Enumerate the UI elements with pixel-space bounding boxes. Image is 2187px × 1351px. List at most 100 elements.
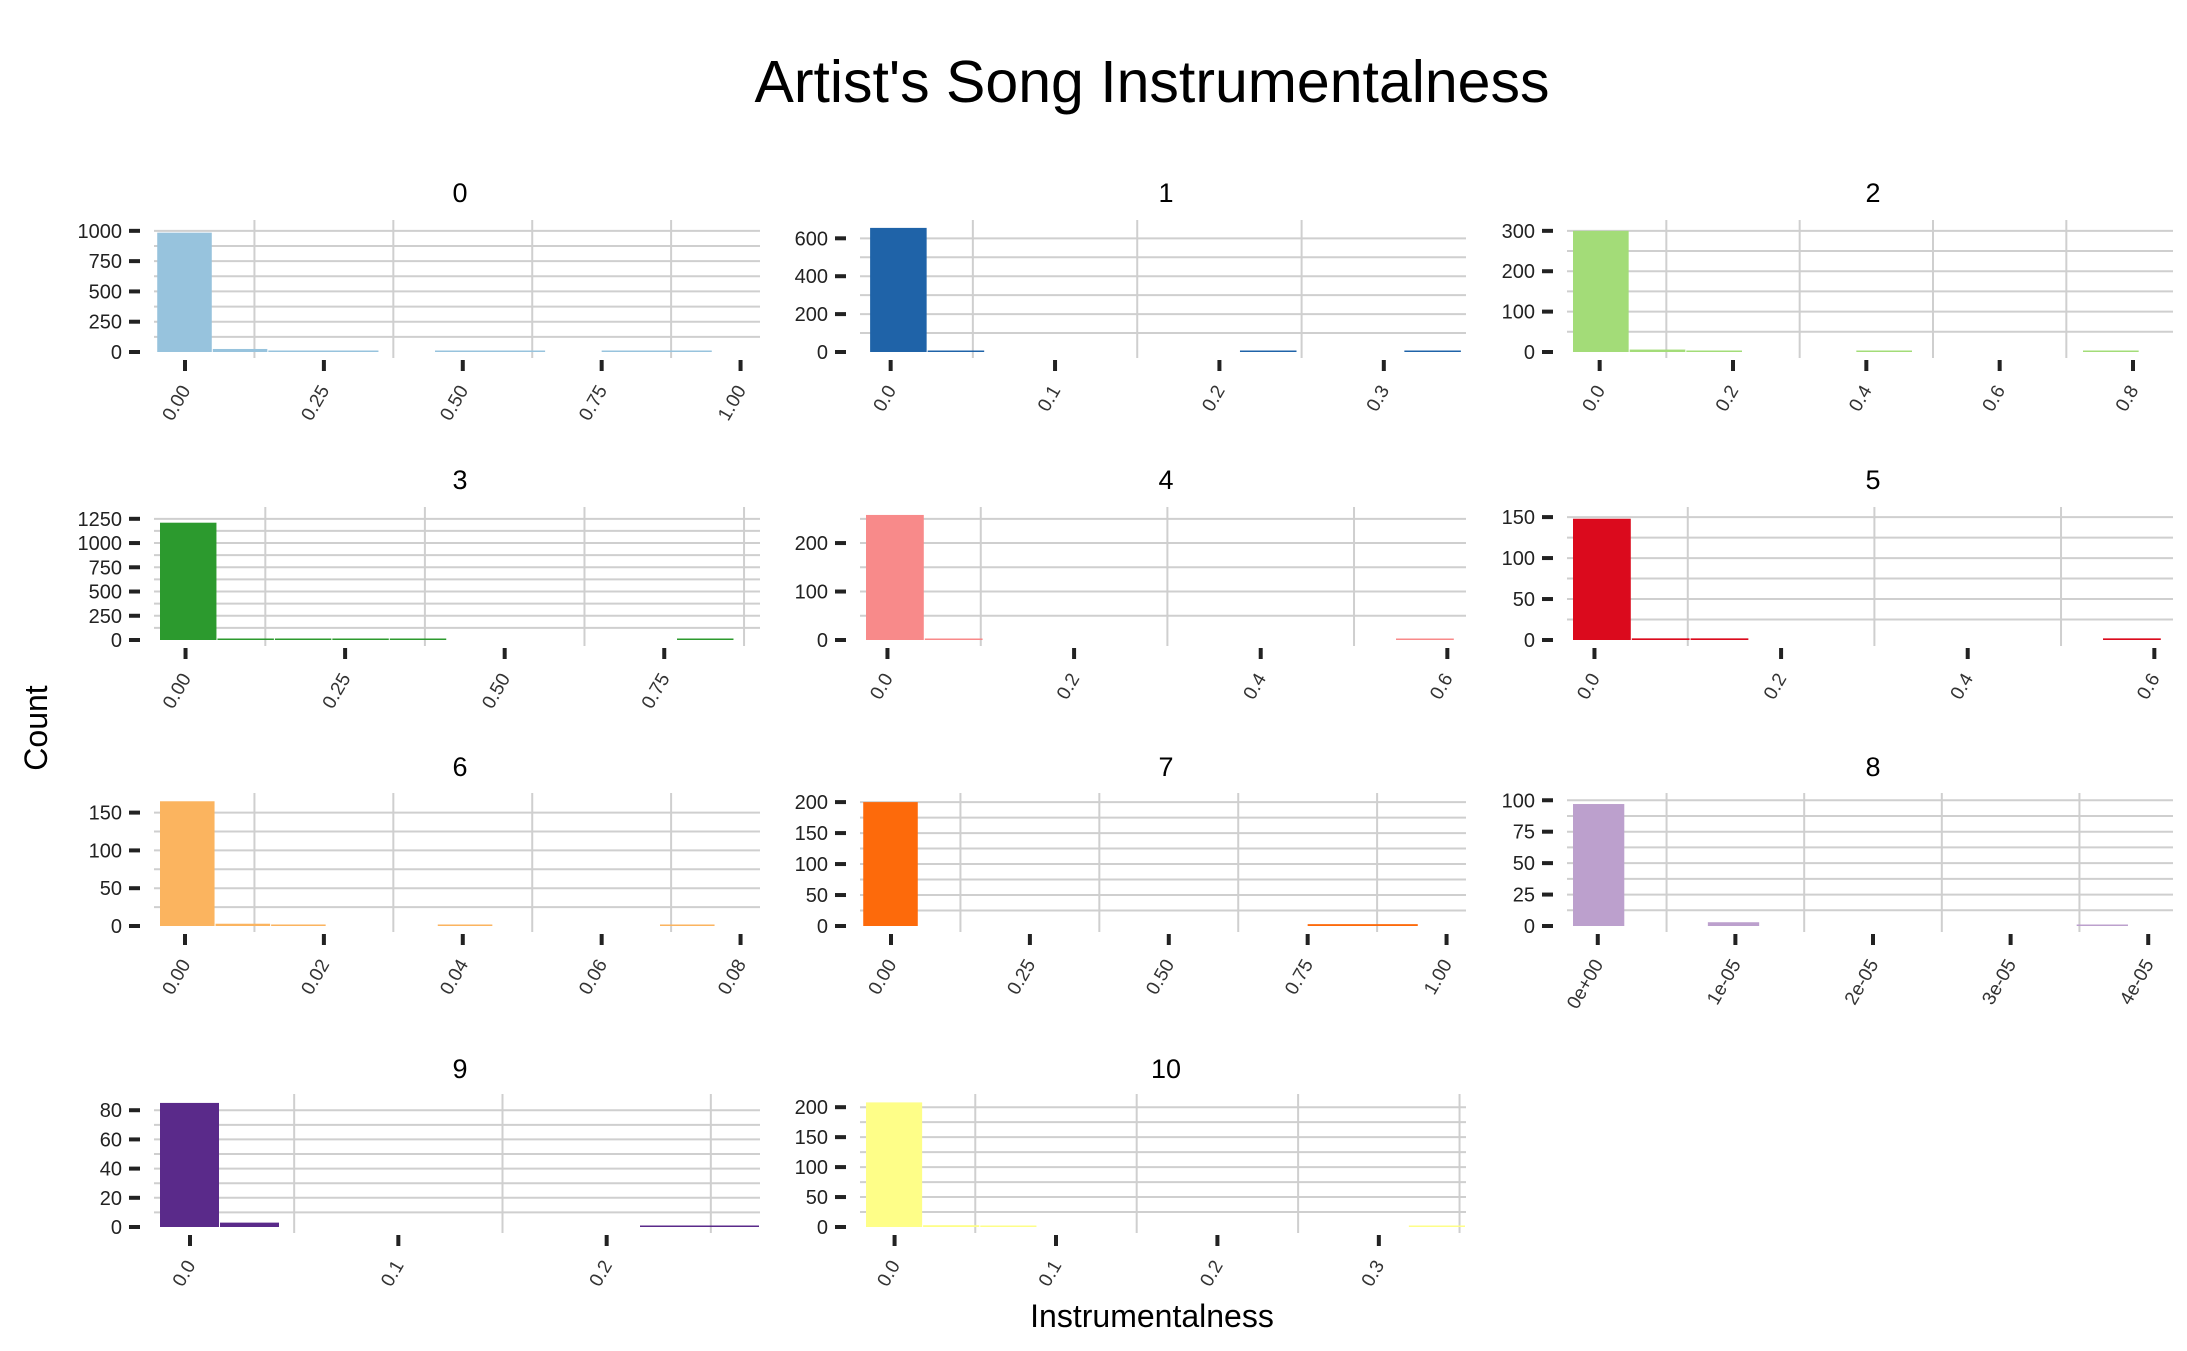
x-tick-label: 0.6 [2133, 670, 2164, 703]
histogram-bar [863, 802, 918, 926]
x-tick-label: 0.50 [436, 382, 473, 425]
x-tick-label: 3e-05 [1978, 956, 2020, 1009]
x-tick-label: 1.00 [714, 382, 751, 425]
facet-panel-4: 4 0 100 200 0.0 0.2 0.4 0.6 [795, 465, 1466, 703]
y-tick-label: 0 [111, 916, 122, 938]
x-tick-label: 0.75 [575, 382, 612, 425]
histogram-bar [437, 924, 493, 926]
facet-title: 5 [1865, 465, 1880, 495]
histogram-bar [1573, 230, 1629, 352]
histogram-bar [1404, 350, 1461, 352]
y-tick-label: 200 [795, 304, 828, 326]
histogram-bar [1856, 350, 1912, 352]
histogram-bar [2076, 924, 2128, 926]
y-tick-label: 100 [1502, 548, 1535, 570]
facet-title: 1 [1158, 178, 1173, 208]
y-tick-label: 0 [817, 630, 828, 652]
histogram-bar [274, 638, 332, 640]
x-tick-label: 0.00 [159, 382, 196, 425]
y-tick-label: 20 [100, 1188, 122, 1210]
x-tick-label: 2e-05 [1841, 956, 1883, 1009]
histogram-bar [1573, 518, 1631, 640]
facet-title: 3 [452, 465, 467, 495]
x-tick-label: 0.50 [478, 670, 515, 713]
y-tick-label: 500 [89, 281, 122, 303]
y-tick-label: 0 [1524, 916, 1535, 938]
y-tick-label: 50 [100, 878, 122, 900]
x-tick-label: 0.1 [377, 1257, 408, 1290]
x-tick-label: 0.2 [1053, 670, 1084, 703]
y-tick-label: 150 [795, 1127, 828, 1149]
y-tick-label: 0 [111, 630, 122, 652]
y-tick-label: 600 [795, 228, 828, 250]
x-tick-label: 0.4 [1240, 670, 1272, 704]
histogram-bar [160, 1102, 219, 1227]
y-tick-label: 25 [1513, 885, 1535, 907]
facet-title: 8 [1865, 752, 1880, 782]
histogram-bar [435, 350, 546, 352]
y-tick-label: 100 [795, 582, 828, 604]
facet-title: 9 [452, 1054, 467, 1084]
histogram-bar [927, 350, 985, 352]
histogram-bar [1396, 638, 1454, 640]
y-tick-label: 500 [89, 582, 122, 604]
histogram-bar [923, 1225, 980, 1227]
histogram-bar [217, 638, 274, 640]
x-tick-label: 4e-05 [2116, 956, 2158, 1009]
y-tick-label: 40 [100, 1159, 122, 1181]
y-tick-label: 200 [795, 792, 828, 814]
histogram-bar [677, 638, 734, 640]
y-axis-title: Count [18, 685, 54, 771]
histogram-bar [2103, 638, 2161, 640]
y-tick-label: 0 [111, 342, 122, 364]
histogram-bar [215, 923, 271, 926]
histogram-bar [1408, 1225, 1465, 1227]
y-tick-label: 100 [1502, 790, 1535, 812]
histogram-bar [1707, 922, 1760, 926]
histogram-bar [2083, 350, 2139, 352]
y-tick-label: 100 [795, 854, 828, 876]
y-tick-label: 0 [817, 342, 828, 364]
histogram-bar [870, 227, 927, 352]
histogram-bar [601, 350, 712, 352]
y-tick-label: 200 [795, 533, 828, 555]
histogram-bar [160, 522, 217, 640]
x-tick-label: 0.6 [1979, 382, 2010, 415]
y-tick-label: 75 [1513, 822, 1535, 844]
histogram-bar [1629, 349, 1686, 352]
y-tick-label: 150 [795, 823, 828, 845]
histogram-bar [1686, 350, 1742, 352]
histogram-bar [660, 924, 715, 926]
x-tick-label: 1e-05 [1703, 956, 1745, 1009]
histogram-bar [220, 1222, 279, 1227]
x-tick-label: 0.1 [1035, 1257, 1066, 1290]
x-tick-label: 0.0 [169, 1257, 200, 1290]
x-tick-label: 0e+00 [1563, 956, 1608, 1013]
y-tick-label: 100 [1502, 302, 1535, 324]
y-tick-label: 750 [89, 251, 122, 273]
x-tick-label: 0.04 [436, 956, 473, 999]
x-tick-label: 0.3 [1358, 1257, 1389, 1290]
facet-title: 2 [1865, 178, 1880, 208]
x-tick-label: 0.00 [865, 956, 902, 999]
histogram-bar [160, 801, 215, 926]
x-tick-label: 0.75 [1281, 956, 1318, 999]
y-tick-label: 60 [100, 1129, 122, 1151]
x-tick-label: 0.6 [1426, 670, 1457, 703]
y-tick-label: 50 [1513, 589, 1535, 611]
x-tick-label: 0.25 [298, 382, 335, 425]
x-tick-label: 0.08 [714, 956, 751, 999]
x-tick-label: 0.0 [874, 1257, 905, 1290]
y-tick-label: 50 [806, 885, 828, 907]
facet-title: 6 [452, 752, 467, 782]
histogram-bar [1307, 924, 1418, 926]
y-tick-label: 50 [1513, 853, 1535, 875]
y-tick-label: 0 [817, 916, 828, 938]
histogram-bar [1239, 350, 1297, 352]
y-tick-label: 100 [795, 1157, 828, 1179]
x-tick-label: 0.00 [159, 670, 196, 713]
histogram-bar [1690, 638, 1749, 640]
